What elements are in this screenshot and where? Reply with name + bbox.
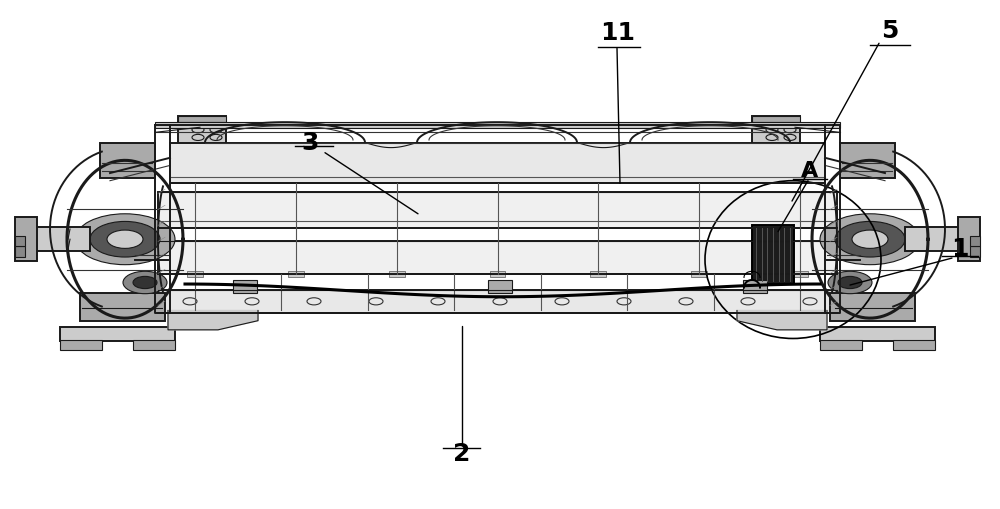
Bar (488, 280, 512, 293)
Polygon shape (168, 310, 258, 330)
Bar (60, 340, 102, 350)
Bar (158, 192, 837, 228)
Bar (752, 116, 800, 122)
Bar (893, 340, 935, 350)
Bar (590, 271, 606, 277)
Bar (133, 340, 175, 350)
Bar (158, 290, 837, 313)
Circle shape (123, 271, 167, 294)
Circle shape (90, 221, 160, 257)
Bar (15, 236, 25, 246)
Bar (743, 280, 767, 293)
Bar (905, 227, 975, 251)
Bar (187, 271, 203, 277)
Bar (178, 116, 226, 122)
Bar (60, 327, 175, 341)
Bar (970, 246, 980, 257)
Polygon shape (737, 310, 827, 330)
Bar (178, 116, 226, 145)
Text: 1: 1 (951, 237, 969, 262)
Text: 11: 11 (600, 21, 636, 45)
Bar (158, 241, 837, 274)
Bar (970, 236, 980, 246)
Bar (15, 246, 25, 257)
Circle shape (828, 271, 872, 294)
Bar (100, 143, 155, 178)
Bar (15, 217, 37, 261)
Circle shape (838, 276, 862, 289)
Bar (691, 271, 707, 277)
Bar (20, 227, 90, 251)
Bar (752, 225, 794, 284)
Bar (233, 280, 257, 293)
Bar (170, 143, 825, 183)
Text: 3: 3 (301, 130, 319, 155)
Text: 2: 2 (453, 442, 471, 466)
Circle shape (133, 276, 157, 289)
Bar (389, 271, 405, 277)
Bar (288, 271, 304, 277)
Circle shape (835, 221, 905, 257)
Bar (958, 217, 980, 261)
Circle shape (107, 230, 143, 248)
Bar (830, 293, 915, 321)
Bar (752, 116, 800, 145)
Circle shape (820, 214, 920, 265)
Text: A: A (801, 160, 819, 181)
Circle shape (852, 230, 888, 248)
Text: 5: 5 (881, 18, 899, 43)
Circle shape (75, 214, 175, 265)
Bar (80, 293, 165, 321)
Bar (155, 122, 840, 128)
Bar (792, 271, 808, 277)
Bar (840, 143, 895, 178)
Bar (820, 340, 862, 350)
Bar (820, 327, 935, 341)
Bar (490, 271, 505, 277)
